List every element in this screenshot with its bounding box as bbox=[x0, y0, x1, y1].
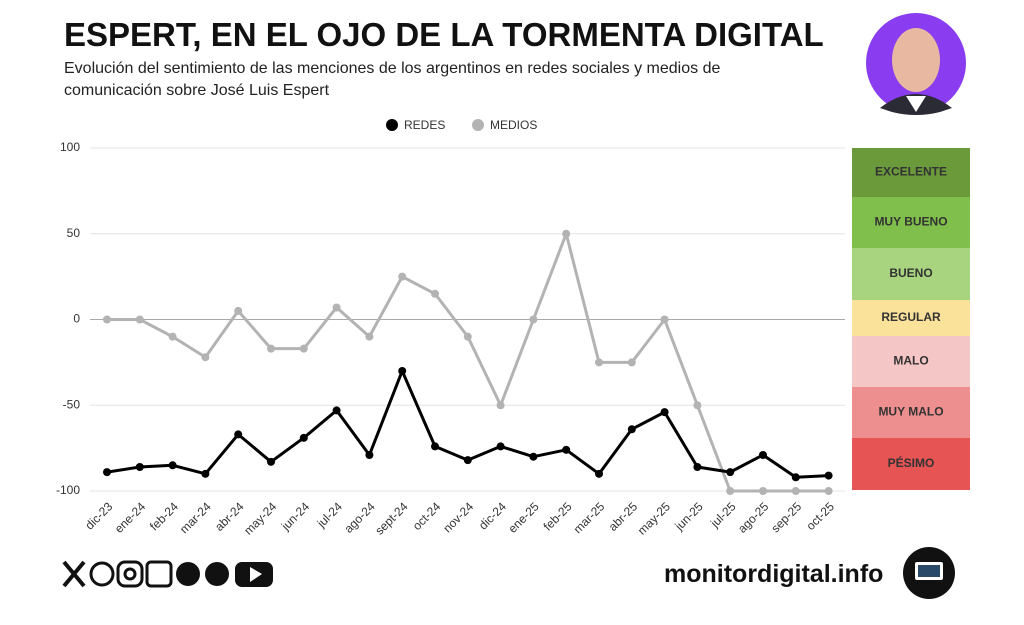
x-tick-label: jun-24 bbox=[278, 499, 312, 533]
data-point bbox=[398, 366, 407, 375]
data-point bbox=[595, 469, 603, 478]
data-point bbox=[398, 272, 407, 281]
data-point bbox=[660, 408, 669, 417]
legend-label: MEDIOS bbox=[490, 118, 537, 132]
x-tick-label: sep-25 bbox=[768, 499, 804, 535]
data-point bbox=[234, 306, 243, 315]
data-point bbox=[168, 461, 177, 470]
y-tick-label: 50 bbox=[67, 226, 81, 240]
data-point bbox=[103, 468, 111, 477]
scale-label: MUY MALO bbox=[878, 405, 943, 419]
data-point bbox=[693, 401, 702, 410]
x-tick-label: nov-24 bbox=[440, 499, 476, 535]
x-tick-label: feb-24 bbox=[147, 499, 181, 533]
subtitle: comunicación sobre José Luis Espert bbox=[64, 82, 330, 99]
legend-marker bbox=[386, 119, 398, 131]
x-tick-label: mar-25 bbox=[571, 499, 608, 536]
data-point bbox=[135, 462, 144, 471]
scale-label: EXCELENTE bbox=[875, 165, 947, 179]
series-line bbox=[107, 232, 829, 493]
data-point bbox=[201, 353, 210, 362]
social-icons bbox=[62, 560, 273, 588]
x-tick-label: oct-25 bbox=[803, 499, 837, 533]
data-point bbox=[791, 487, 800, 495]
data-point bbox=[693, 462, 702, 471]
scale-band bbox=[852, 438, 970, 490]
scale-band bbox=[852, 197, 970, 248]
scale-label: MUY BUENO bbox=[874, 215, 947, 229]
data-point bbox=[627, 425, 636, 434]
legend-marker bbox=[472, 119, 484, 131]
data-point bbox=[496, 442, 505, 451]
data-point bbox=[201, 469, 210, 478]
scale-band bbox=[852, 336, 970, 387]
x-tick-label: ago-24 bbox=[341, 499, 378, 536]
y-tick-label: -100 bbox=[56, 483, 80, 497]
data-point bbox=[463, 332, 472, 341]
x-tick-label: feb-25 bbox=[541, 499, 575, 533]
data-point bbox=[135, 315, 144, 324]
scale-label: MALO bbox=[893, 354, 928, 368]
data-point bbox=[431, 289, 439, 298]
x-tick-label: dic-23 bbox=[82, 499, 115, 532]
scale-band bbox=[852, 248, 970, 300]
subtitle: Evolución del sentimiento de las mencion… bbox=[64, 60, 721, 77]
data-point bbox=[431, 442, 439, 451]
data-point bbox=[332, 406, 341, 415]
data-point bbox=[299, 344, 308, 353]
x-tick-label: dic-24 bbox=[476, 499, 509, 532]
site-name: monitordigital.info bbox=[664, 560, 884, 588]
scale-label: BUENO bbox=[889, 266, 932, 280]
site-logo bbox=[903, 547, 955, 599]
data-point bbox=[726, 468, 735, 477]
data-point bbox=[529, 315, 538, 324]
scale-label: PÉSIMO bbox=[888, 455, 935, 470]
x-tick-label: ene-24 bbox=[112, 499, 149, 536]
data-point bbox=[562, 445, 571, 454]
x-tick-label: ene-25 bbox=[505, 499, 542, 536]
data-point bbox=[332, 303, 341, 312]
x-tick-label: mar-24 bbox=[177, 499, 214, 536]
scale-band bbox=[852, 148, 970, 197]
scale-band bbox=[852, 387, 970, 438]
y-tick-label: 0 bbox=[73, 312, 80, 326]
data-point bbox=[759, 450, 767, 459]
data-point bbox=[824, 487, 833, 495]
data-point bbox=[627, 358, 636, 367]
data-point bbox=[726, 487, 735, 495]
x-tick-label: may-24 bbox=[241, 499, 279, 537]
data-point bbox=[103, 315, 111, 324]
data-point bbox=[595, 358, 603, 367]
data-point bbox=[529, 452, 538, 461]
data-point bbox=[234, 430, 243, 439]
data-point bbox=[562, 229, 571, 238]
data-point bbox=[496, 401, 505, 410]
y-tick-label: 100 bbox=[60, 140, 80, 154]
x-tick-label: may-25 bbox=[635, 499, 673, 537]
x-tick-label: sept-24 bbox=[372, 499, 410, 537]
data-point bbox=[365, 332, 374, 341]
y-tick-label: -50 bbox=[63, 397, 81, 411]
data-point bbox=[463, 456, 472, 465]
data-point bbox=[660, 315, 669, 324]
title: ESPERT, EN EL OJO DE LA TORMENTA DIGITAL bbox=[64, 16, 824, 53]
data-point bbox=[824, 471, 833, 480]
data-point bbox=[791, 473, 800, 482]
data-point bbox=[267, 344, 275, 353]
data-point bbox=[168, 332, 177, 341]
data-point bbox=[299, 433, 308, 442]
x-tick-label: oct-24 bbox=[410, 499, 444, 533]
data-point bbox=[759, 487, 767, 495]
legend-label: REDES bbox=[404, 118, 445, 132]
x-tick-label: ago-25 bbox=[735, 499, 772, 536]
x-tick-label: jun-25 bbox=[672, 499, 706, 533]
scale-label: REGULAR bbox=[881, 310, 941, 324]
data-point bbox=[365, 450, 374, 459]
scale-band bbox=[852, 300, 970, 336]
data-point bbox=[267, 457, 275, 466]
portrait bbox=[866, 13, 966, 115]
